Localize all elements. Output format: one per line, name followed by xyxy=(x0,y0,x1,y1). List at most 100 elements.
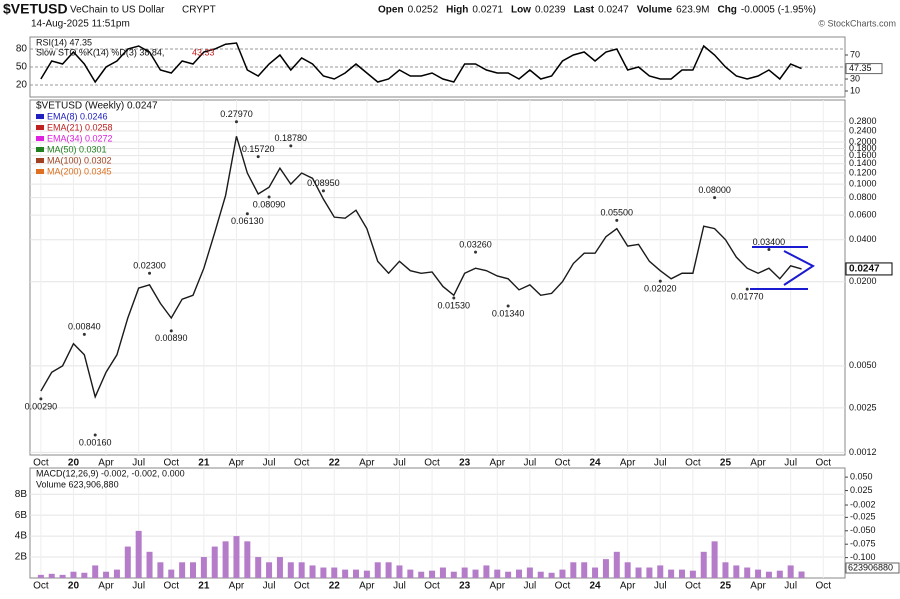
x-tick-label: Oct xyxy=(685,581,701,592)
panel xyxy=(29,467,846,579)
volume-bar xyxy=(429,570,436,578)
x-tick-label: Oct xyxy=(555,581,571,592)
volume-bar xyxy=(135,530,142,578)
x-tick-label: Oct xyxy=(815,458,831,469)
volume-bar xyxy=(48,573,55,578)
legend-entry: Volume 623,906,880 xyxy=(36,479,119,489)
x-tick-label: Apr xyxy=(229,458,245,469)
volume-bar xyxy=(59,574,66,578)
x-tick-label: Apr xyxy=(489,581,505,592)
volume-bar xyxy=(363,570,370,578)
volume-bar xyxy=(548,572,555,578)
annotation: 0.00160 xyxy=(79,437,112,447)
volume-bar xyxy=(255,557,262,578)
x-tick-label: 21 xyxy=(198,581,210,592)
y-tick-label: 6B xyxy=(15,510,28,521)
y2-tick-label: 0.025 xyxy=(850,485,873,495)
volume-bar xyxy=(407,569,414,578)
quote-label: Chg xyxy=(717,5,736,16)
quote-label: Low xyxy=(511,5,531,16)
x-tick-label: Oct xyxy=(163,581,179,592)
volume-bar xyxy=(353,569,359,578)
annotation-point xyxy=(615,218,619,222)
security-name: VeChain to US Dollar xyxy=(70,5,165,16)
x-tick-label: Jul xyxy=(654,581,667,592)
x-tick-label: 20 xyxy=(68,581,80,592)
legend-swatch xyxy=(36,169,44,174)
symbol: $VETUSD xyxy=(3,1,68,17)
volume-bar xyxy=(559,569,566,578)
annotation-point xyxy=(767,248,771,252)
y-tick-label: 4B xyxy=(15,531,28,542)
annotation: 0.00840 xyxy=(68,322,101,332)
x-tick-label: 22 xyxy=(329,581,341,592)
annotation: 0.01530 xyxy=(438,300,471,310)
x-tick-label: 23 xyxy=(459,458,471,469)
y-tick-label: 0.0025 xyxy=(849,402,877,412)
last-value-label: 47.35 xyxy=(849,63,872,73)
x-tick-label: Apr xyxy=(359,581,375,592)
volume-bar xyxy=(765,571,772,578)
quote-label: High xyxy=(446,5,468,16)
volume-bar xyxy=(461,567,468,578)
x-tick-label: 25 xyxy=(720,581,732,592)
volume-bar xyxy=(385,562,392,578)
volume-bar xyxy=(798,571,805,578)
last-value-box xyxy=(845,562,900,574)
y-tick-label: 0.1400 xyxy=(849,158,877,168)
datetime: 14-Aug-2025 11:51pm xyxy=(31,19,130,30)
volume-bar xyxy=(124,546,131,578)
x-tick-label: 24 xyxy=(590,581,602,592)
volume-bar xyxy=(331,567,338,578)
volume-bar xyxy=(92,565,99,578)
y-tick-label: 0.0200 xyxy=(849,276,877,286)
x-tick-label: Apr xyxy=(750,581,766,592)
y-tick-label: 0.0012 xyxy=(849,447,877,457)
x-tick-label: Apr xyxy=(98,581,114,592)
annotation: 0.05500 xyxy=(601,208,634,218)
y2-tick-label: 10 xyxy=(850,85,860,95)
legend-entry: MA(200) 0.0345 xyxy=(47,166,112,176)
y2-tick-label: 30 xyxy=(850,73,860,83)
x-tick-label: Oct xyxy=(294,458,310,469)
annotation-point xyxy=(148,271,152,275)
y2-tick-label: -0.025 xyxy=(850,512,876,522)
x-tick-label: Oct xyxy=(424,458,440,469)
x-tick-label: Oct xyxy=(33,581,49,592)
volume-bar xyxy=(418,571,425,578)
volume-bar xyxy=(494,569,501,578)
legend-swatch xyxy=(36,158,44,163)
volume-bar xyxy=(700,551,707,578)
y-tick-label: 0.2000 xyxy=(849,136,877,146)
volume-bar xyxy=(113,569,120,578)
annotation-point xyxy=(474,250,478,254)
volume-bar xyxy=(342,569,349,578)
annotation: 0.02020 xyxy=(644,284,677,294)
last-value-box xyxy=(845,262,893,276)
x-tick-label: 23 xyxy=(459,581,471,592)
volume-bar xyxy=(592,567,599,578)
legend-swatch xyxy=(36,114,44,119)
annotation: 0.00290 xyxy=(25,401,58,411)
legend-entry: EMA(21) 0.0258 xyxy=(47,122,113,132)
chart-title: $VETUSD (Weekly) 0.0247 xyxy=(36,101,158,112)
y-tick-label: 2B xyxy=(15,552,28,563)
y-tick-label: 0.2400 xyxy=(849,125,877,135)
x-tick-label: Oct xyxy=(685,458,701,469)
annotation: 0.01340 xyxy=(492,308,525,318)
x-tick-label: Apr xyxy=(359,458,375,469)
legend-swatch xyxy=(36,136,44,141)
volume-bar xyxy=(526,567,533,578)
legend-entry: MA(50) 0.0301 xyxy=(47,144,107,154)
volume-bar xyxy=(602,559,609,578)
x-tick-label: Apr xyxy=(620,458,636,469)
annotation-point xyxy=(267,195,271,199)
volume-bar xyxy=(103,571,110,578)
y-tick-label: 0.1800 xyxy=(849,143,877,153)
volume-bar xyxy=(581,562,588,578)
x-tick-label: 25 xyxy=(720,458,732,469)
x-tick-label: Jul xyxy=(654,458,667,469)
annotation: 0.27970 xyxy=(220,109,253,119)
legend-entry: MACD(12,26,9) -0.002, -0.002, 0.000 xyxy=(36,468,185,478)
x-tick-label: Oct xyxy=(815,581,831,592)
